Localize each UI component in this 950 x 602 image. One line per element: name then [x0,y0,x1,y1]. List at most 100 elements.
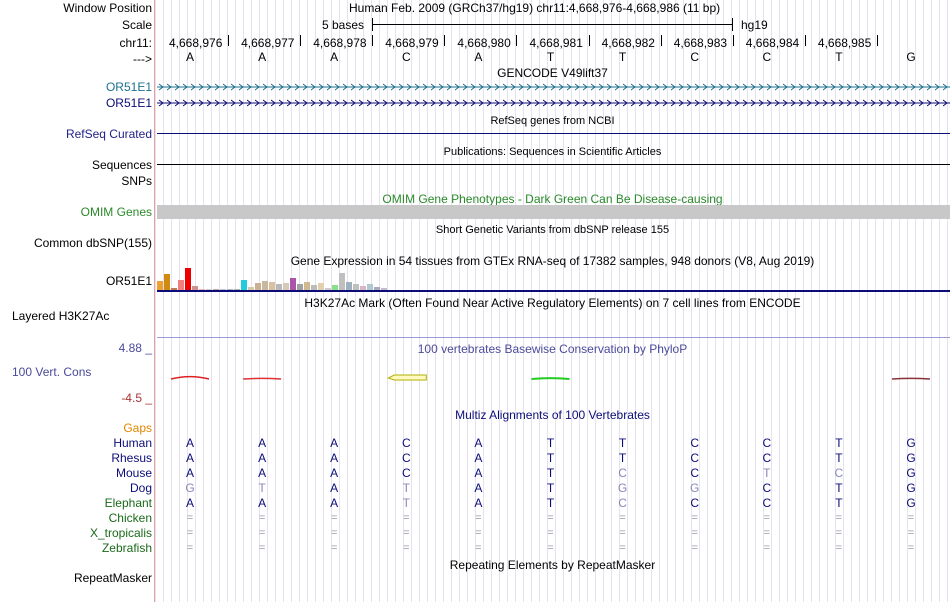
gtex-tissue-bar[interactable] [199,289,205,290]
ruler-tick [588,35,590,46]
gtex-tissue-bar[interactable] [332,285,338,290]
aligned-base: T [546,481,555,495]
aligned-base: T [835,496,843,510]
gtex-tissue-bar[interactable] [269,282,275,290]
gtex-tissue-bar[interactable] [374,287,380,290]
refseq-gene-line[interactable] [157,133,950,134]
gene-label-or51e1-1[interactable]: OR51E1 [105,80,152,94]
aligned-base: = [907,527,915,539]
label-column-separator [154,0,155,602]
aligned-base: T [402,481,410,495]
gtex-tissue-bar[interactable] [311,285,317,290]
omim-track-title[interactable]: OMIM Gene Phenotypes - Dark Green Can Be… [382,192,723,206]
gtex-tissue-bar[interactable] [255,283,261,290]
gene-label-or51e1-2[interactable]: OR51E1 [105,96,152,110]
aligned-base: = [907,512,915,524]
omim-gene-bar[interactable] [157,205,950,219]
gtex-tissue-bar[interactable] [381,288,387,290]
aligned-base: = [258,512,266,524]
aligned-base: C [618,496,627,510]
gtex-tissue-bar[interactable] [185,268,191,290]
gtex-tissue-bar[interactable] [318,283,324,290]
publications-sequence-line[interactable] [157,164,950,165]
gtex-tissue-bar[interactable] [367,284,373,290]
gtex-tissue-bar[interactable] [234,289,240,290]
track-label-omim-genes[interactable]: OMIM Genes [80,205,152,219]
aligned-base: = [186,512,194,524]
species-label-mouse[interactable]: Mouse [115,466,152,480]
species-label-dog[interactable]: Dog [129,481,152,495]
aligned-base: = [258,542,266,554]
gtex-tissue-bar[interactable] [304,282,310,290]
gtex-tissue-bar[interactable] [262,281,268,290]
gtex-tissue-bar[interactable] [206,289,212,290]
gtex-gene-line[interactable] [157,290,950,292]
gtex-tissue-bar[interactable] [213,289,219,290]
species-label-rhesus[interactable]: Rhesus [111,451,152,465]
gtex-expression-bars[interactable] [157,266,387,290]
gtex-tissue-bar[interactable] [248,287,254,290]
gtex-tissue-bar[interactable] [227,289,233,290]
gene-or51e1-gencode-2[interactable] [157,96,950,110]
repeatmasker-track-title[interactable]: Repeating Elements by RepeatMasker [449,558,656,572]
track-label-100-vert-cons[interactable]: 100 Vert. Cons [12,365,92,379]
phylop-arrow-mark [386,374,427,381]
gtex-tissue-bar[interactable] [339,273,345,290]
aligned-base: = [619,542,626,554]
aligned-base: C [834,466,844,480]
aligned-base: A [330,496,339,510]
aligned-base: G [906,466,916,480]
gencode-track-title[interactable]: GENCODE V49lift37 [497,66,608,80]
track-label-common-dbsnp[interactable]: Common dbSNP(155) [33,236,152,250]
gtex-tissue-bar[interactable] [353,284,359,290]
aligned-base: T [835,451,843,465]
species-label-x-tropicalis[interactable]: X_tropicalis [89,526,152,540]
multiz-gaps-label[interactable]: Gaps [123,421,152,435]
dbsnp-track-title[interactable]: Short Genetic Variants from dbSNP releas… [435,224,670,236]
gtex-tissue-bar[interactable] [164,274,170,290]
gtex-tissue-bar[interactable] [297,284,303,290]
gtex-tissue-bar[interactable] [283,283,289,290]
species-label-chicken[interactable]: Chicken [108,511,152,525]
species-label-human[interactable]: Human [113,436,152,450]
publications-track-title[interactable]: Publications: Sequences in Scientific Ar… [443,146,662,158]
gtex-tissue-bar[interactable] [241,280,247,290]
aligned-base: A [474,496,483,510]
chrom-label: chr11: [119,36,152,50]
gtex-tissue-bar[interactable] [360,286,366,290]
track-label-snps[interactable]: SNPs [121,174,152,188]
gtex-tissue-bar[interactable] [157,281,163,290]
gtex-tissue-bar[interactable] [290,278,296,290]
aligned-base: C [401,436,411,450]
gtex-tissue-bar[interactable] [178,280,184,290]
h3k27ac-track-title[interactable]: H3K27Ac Mark (Often Found Near Active Re… [304,296,801,310]
reference-base: A [258,50,267,64]
gtex-tissue-bar[interactable] [220,289,226,290]
track-label-gtex-gene[interactable]: OR51E1 [105,274,152,288]
track-label-repeatmasker[interactable]: RepeatMasker [73,571,152,585]
species-label-zebrafish[interactable]: Zebrafish [101,541,152,555]
track-label-refseq-curated[interactable]: RefSeq Curated [65,127,152,141]
gtex-tissue-bar[interactable] [192,286,198,290]
gtex-tissue-bar[interactable] [325,288,331,290]
aligned-base: G [906,496,916,510]
track-label-sequences[interactable]: Sequences [91,158,152,172]
track-label-layered-h3k27ac[interactable]: Layered H3K27Ac [12,309,110,323]
aligned-base: = [907,542,915,554]
refseq-track-title[interactable]: RefSeq genes from NCBI [490,115,615,127]
aligned-base: C [762,451,772,465]
gtex-tissue-bar[interactable] [171,288,177,290]
species-label-elephant[interactable]: Elephant [104,496,152,510]
scale-assembly: hg19 [741,18,768,32]
gene-or51e1-gencode-1[interactable] [157,80,950,94]
aligned-base: A [258,466,267,480]
phylop-conservation-plot[interactable] [155,370,950,386]
aligned-base: = [475,542,482,554]
gtex-tissue-bar[interactable] [276,284,282,290]
gtex-track-title[interactable]: Gene Expression in 54 tissues from GTEx … [290,254,815,268]
gtex-tissue-bar[interactable] [346,282,352,290]
phylop-track-title[interactable]: 100 vertebrates Basewise Conservation by… [417,342,688,356]
multiz-track-title[interactable]: Multiz Alignments of 100 Vertebrates [455,408,650,422]
reference-base: G [906,50,916,64]
